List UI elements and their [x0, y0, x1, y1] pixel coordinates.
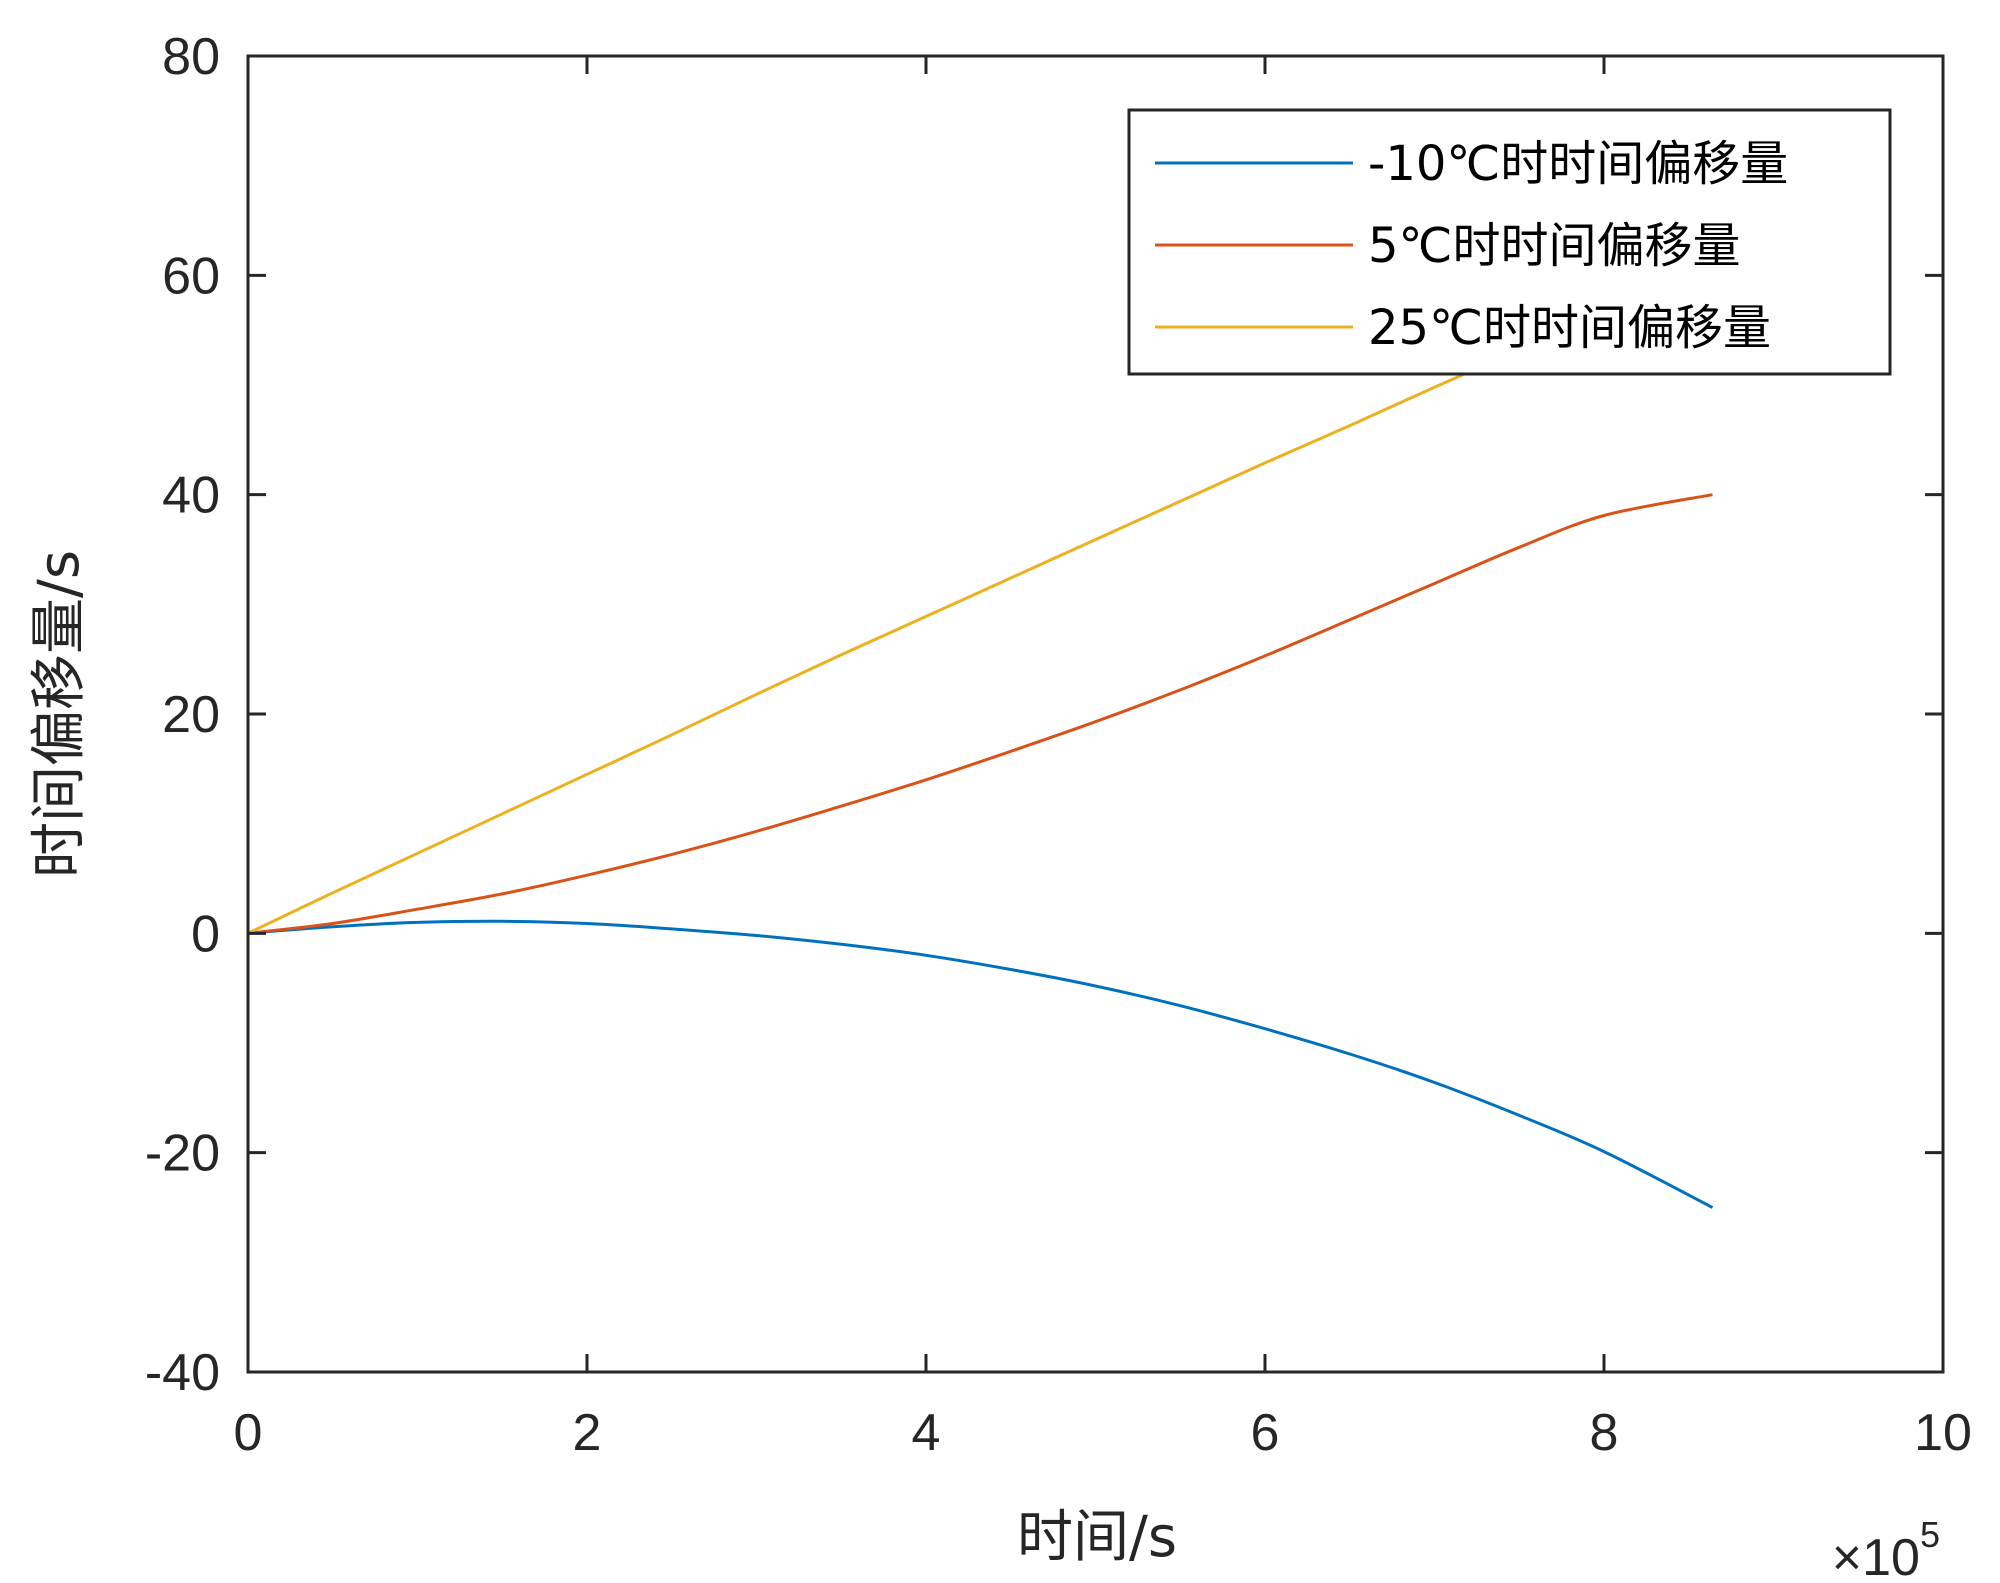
legend-box [1127, 108, 1892, 376]
x-tick-label: 8 [1590, 1404, 1619, 1462]
series-line-1 [248, 919, 1714, 1209]
x-tick-label: 2 [573, 1404, 602, 1462]
y-tick-label: 60 [162, 247, 220, 305]
x-tick-label: 6 [1251, 1404, 1280, 1462]
x-exponent-label: ×105 [1832, 1514, 1940, 1583]
legend-label-1: -10℃时时间偏移量 [1368, 136, 1788, 192]
y-axis-label: 时间偏移量/s [27, 550, 92, 878]
series-line-3 [248, 263, 1714, 935]
y-tick-label: -40 [145, 1344, 220, 1402]
y-tick-label: 20 [162, 686, 220, 744]
x-tick-label: 0 [234, 1404, 263, 1462]
axes-layer: 0 2 4 6 8 10 -40 -20 0 20 40 60 80 [145, 28, 1972, 1462]
series-line-2 [248, 493, 1713, 935]
series-layer [248, 263, 1714, 1209]
x-tick-label: 4 [912, 1404, 941, 1462]
legend: -10℃时时间偏移量 5℃时时间偏移量 25℃时时间偏移量 [1127, 108, 1892, 376]
x-exponent-power: 5 [1920, 1514, 1940, 1555]
y-tick-label: 40 [162, 467, 220, 525]
legend-label-2: 5℃时时间偏移量 [1368, 218, 1740, 274]
legend-label-3: 25℃时时间偏移量 [1368, 300, 1771, 356]
x-axis-label: 时间/s [1017, 1505, 1177, 1570]
x-tick-label: 10 [1914, 1404, 1972, 1462]
x-exponent-base: ×10 [1832, 1529, 1920, 1583]
y-tick-label: 0 [191, 905, 220, 963]
y-tick-label: -20 [145, 1125, 220, 1183]
y-tick-label: 80 [162, 28, 220, 86]
